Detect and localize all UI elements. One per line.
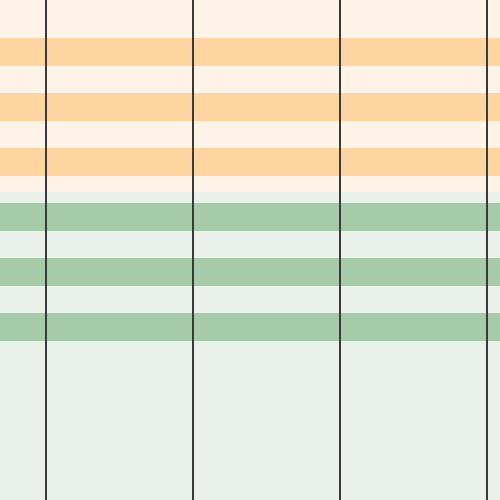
orange-band xyxy=(0,38,500,66)
vertical-line xyxy=(486,0,488,500)
green-band xyxy=(0,203,500,231)
orange-band xyxy=(0,148,500,176)
vertical-line xyxy=(339,0,341,500)
orange-band xyxy=(0,93,500,121)
bottom-region xyxy=(0,192,500,500)
green-band xyxy=(0,313,500,341)
vertical-line xyxy=(192,0,194,500)
vertical-line xyxy=(45,0,47,500)
green-band xyxy=(0,258,500,286)
